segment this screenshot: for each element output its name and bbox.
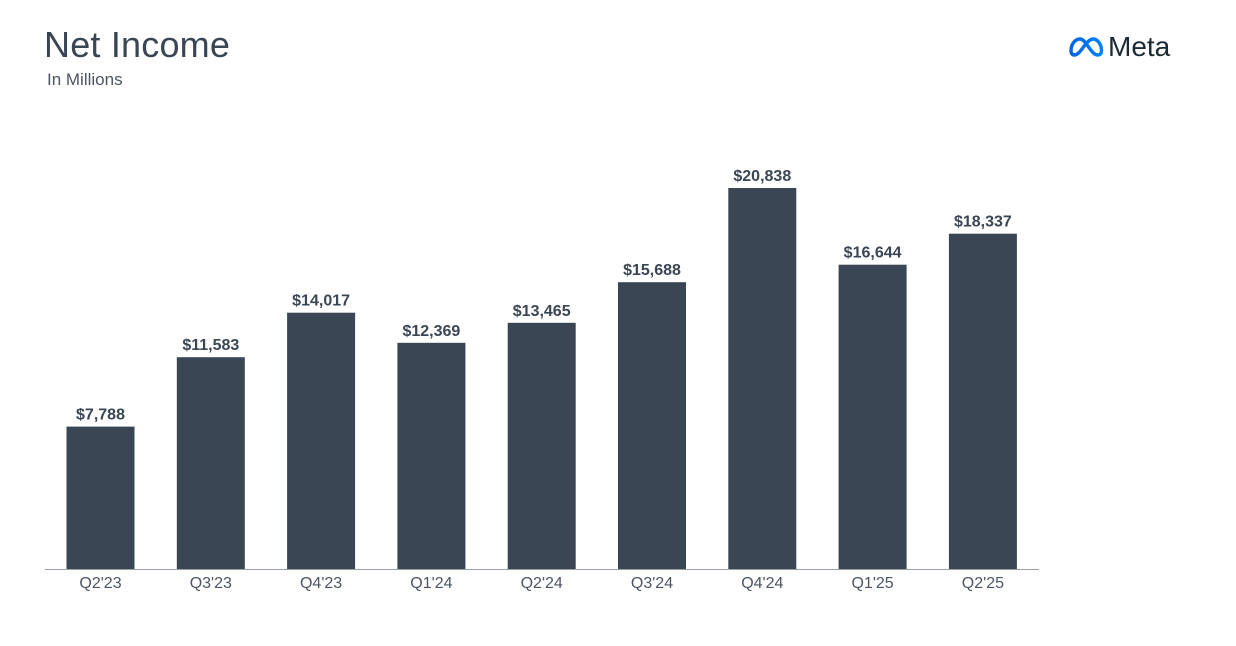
meta-logo: Meta: [1068, 30, 1170, 64]
x-tick-label: Q1'24: [410, 575, 452, 592]
x-tick-label: Q3'24: [631, 575, 673, 592]
bar: [838, 264, 907, 569]
bar: [66, 426, 135, 569]
meta-infinity-icon: [1069, 37, 1104, 57]
bar: [176, 357, 245, 569]
bar: [507, 322, 576, 569]
x-tick-label: Q2'25: [962, 575, 1004, 592]
bar: [618, 282, 686, 569]
bar: [397, 342, 466, 569]
bar: [287, 312, 356, 569]
brand-name: Meta: [1108, 31, 1171, 62]
data-label: $15,688: [623, 262, 681, 279]
data-label: $13,465: [513, 303, 571, 320]
bar: [728, 188, 797, 569]
data-label: $7,788: [76, 407, 125, 424]
data-label: $11,583: [182, 337, 239, 354]
x-tick-label: Q2'24: [521, 575, 563, 592]
data-label: $16,644: [844, 245, 902, 262]
x-tick-label: Q4'23: [300, 575, 342, 592]
data-label: $14,017: [292, 293, 350, 310]
bar: [948, 233, 1017, 569]
x-tick-label: Q1'25: [851, 575, 893, 592]
x-tick-label: Q4'24: [741, 575, 783, 592]
chart-title: Net Income: [44, 24, 231, 65]
data-label: $20,838: [733, 168, 791, 185]
x-tick-label: Q2'23: [79, 575, 121, 592]
data-label: $18,337: [954, 214, 1012, 231]
chart-subtitle: In Millions: [47, 70, 123, 89]
data-label: $12,369: [402, 323, 460, 340]
x-tick-label: Q3'23: [190, 575, 232, 592]
